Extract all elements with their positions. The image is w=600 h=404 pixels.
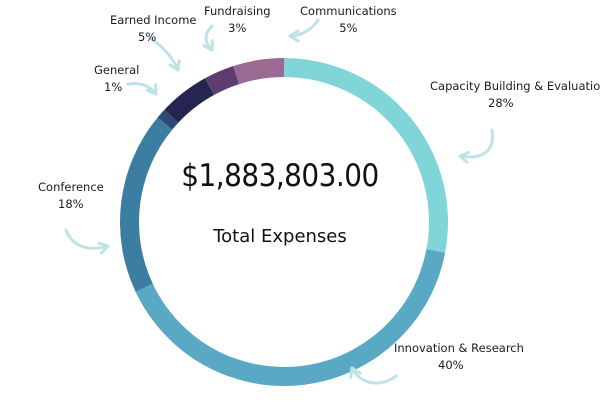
donut-slice-earned-income bbox=[164, 78, 215, 123]
label-earned-income-pct: 5% bbox=[138, 30, 157, 44]
label-innovation-research: Innovation & Research 40% bbox=[394, 340, 524, 374]
label-communications-pct: 5% bbox=[339, 21, 358, 35]
arrow-earned-income bbox=[148, 36, 180, 72]
arrow-innovation-head bbox=[349, 366, 362, 379]
label-capacity-building: Capacity Building & Evaluation 28% bbox=[430, 78, 600, 112]
label-conference: Conference 18% bbox=[38, 179, 104, 213]
donut-slice-capacity-building-evaluation bbox=[284, 58, 449, 253]
donut-slice-general bbox=[157, 109, 179, 130]
total-amount: $1,883,803.00 bbox=[181, 158, 379, 194]
label-innovation-research-name: Innovation & Research bbox=[394, 341, 524, 355]
arrow-general-head bbox=[145, 83, 158, 96]
arrow-conference-head bbox=[97, 241, 110, 255]
label-general-name: General bbox=[94, 63, 140, 77]
label-general: General 1% bbox=[94, 62, 139, 96]
total-label: Total Expenses bbox=[213, 226, 347, 247]
label-capacity-building-pct: 28% bbox=[488, 96, 514, 110]
donut-slice-communications bbox=[233, 58, 284, 85]
label-earned-income: Earned Income 5% bbox=[110, 12, 196, 46]
label-communications: Communications 5% bbox=[300, 3, 397, 37]
label-fundraising-name: Fundraising bbox=[204, 4, 271, 18]
label-general-pct: 1% bbox=[104, 80, 123, 94]
label-conference-name: Conference bbox=[38, 180, 104, 194]
arrow-capacity-head bbox=[458, 150, 471, 164]
label-capacity-building-name: Capacity Building & Evaluation bbox=[430, 79, 600, 93]
arrow-communications-head bbox=[288, 29, 300, 43]
label-communications-name: Communications bbox=[300, 4, 397, 18]
label-innovation-research-pct: 40% bbox=[438, 358, 464, 372]
arrow-conference bbox=[64, 228, 110, 250]
callout-arrows bbox=[64, 18, 495, 385]
arrow-earned-income-head bbox=[168, 59, 181, 72]
arrow-innovation bbox=[350, 366, 398, 385]
arrow-fundraising-head bbox=[202, 39, 214, 52]
donut-slice-innovation-research bbox=[135, 249, 446, 386]
label-earned-income-name: Earned Income bbox=[110, 13, 197, 27]
label-conference-pct: 18% bbox=[58, 197, 84, 211]
donut-slice-fundraising bbox=[204, 66, 240, 95]
donut-slice-conference bbox=[120, 117, 173, 292]
label-fundraising-pct: 3% bbox=[228, 21, 247, 35]
arrow-capacity bbox=[458, 128, 495, 159]
label-fundraising: Fundraising 3% bbox=[204, 3, 271, 37]
